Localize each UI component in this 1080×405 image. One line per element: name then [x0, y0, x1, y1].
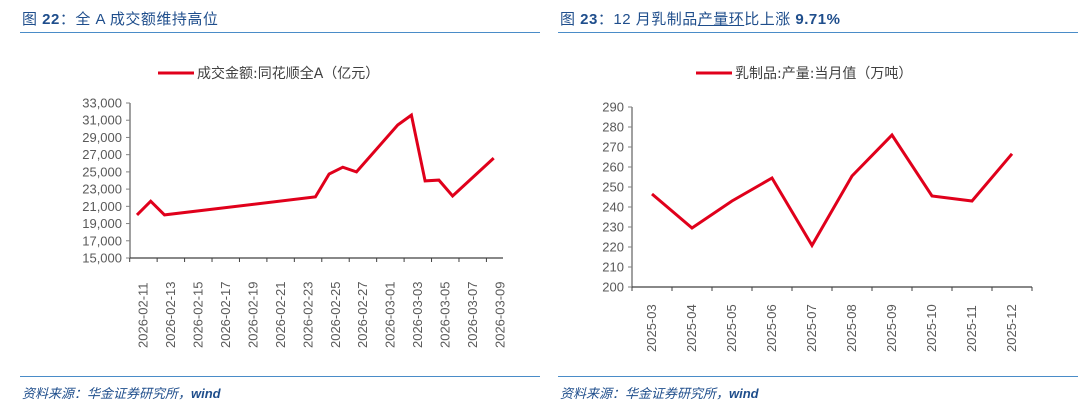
figure-23-source: 资料来源：华金证券研究所，wind	[560, 383, 759, 402]
chart-22-trading-volume: 成交金额:同花顺全A（亿元） 15,000 17,000 19,000 21,000 23…	[82, 65, 507, 349]
title-text-a: 12 月乳制品	[613, 11, 698, 28]
x-tick-label: 2025-08	[844, 304, 859, 352]
title-text: 全 A 成交额维持高位	[75, 11, 219, 28]
y-tick-label: 21,000	[82, 199, 122, 214]
y-tick-label: 280	[602, 120, 624, 135]
y-tick-label: 25,000	[82, 164, 122, 179]
title-text-underlined: 产量环	[697, 11, 745, 28]
source-text: 资料来源：华金证券研究所，	[560, 386, 730, 401]
x-tick-label: 2026-02-15	[191, 282, 206, 349]
x-tick-label: 2025-07	[804, 304, 819, 352]
x-tick-label: 2025-10	[924, 304, 939, 352]
title-prefix: 图	[560, 11, 581, 28]
x-tick-label: 2025-06	[764, 304, 779, 352]
x-tick-label: 2025-11	[964, 305, 979, 352]
figure-22-panel: 图 22：全 A 成交额维持高位 成交金额:同花顺全A（亿元） 15,000 17,…	[20, 0, 540, 405]
x-tick-label: 2025-05	[724, 304, 739, 352]
figure-23-panel: 图 23：12 月乳制品产量环比上涨 9.71% 乳制品:产量:当月值（万吨） 2…	[558, 0, 1078, 405]
title-divider	[20, 32, 540, 33]
x-tick-label: 2026-02-13	[163, 282, 178, 349]
title-separator: ：	[597, 11, 614, 28]
source-divider	[558, 376, 1078, 377]
y-tick-label: 17,000	[82, 233, 122, 248]
x-tick-label: 2026-03-07	[465, 282, 480, 349]
x-tick-label: 2026-02-21	[273, 282, 288, 349]
x-tick-label: 2025-03	[644, 304, 659, 352]
y-tick-label: 200	[602, 280, 624, 295]
x-tick-label: 2026-03-01	[383, 282, 398, 349]
x-tick-label: 2026-03-09	[492, 282, 507, 349]
source-divider	[20, 376, 540, 377]
source-wind: wind	[729, 386, 759, 401]
y-tick-label: 260	[602, 160, 624, 175]
y-tick-label: 33,000	[82, 96, 122, 111]
y-tick-label: 290	[602, 100, 624, 115]
x-tick-label: 2026-03-03	[410, 282, 425, 349]
figure-22-source: 资料来源：华金证券研究所，wind	[22, 383, 221, 402]
source-wind: wind	[191, 386, 221, 401]
x-tick-label: 2026-02-23	[300, 282, 315, 349]
figure-23-title: 图 23：12 月乳制品产量环比上涨 9.71%	[560, 8, 840, 29]
y-tick-label: 19,000	[82, 216, 122, 231]
x-tick-label: 2026-03-05	[438, 282, 453, 349]
title-prefix: 图	[22, 11, 43, 28]
y-tick-label: 240	[602, 200, 624, 215]
figure-22-title: 图 22：全 A 成交额维持高位	[22, 8, 218, 29]
title-number: 23	[580, 11, 598, 28]
y-tick-label: 220	[602, 240, 624, 255]
y-tick-label: 250	[602, 180, 624, 195]
title-separator: ：	[59, 11, 76, 28]
y-tick-label: 23,000	[82, 182, 122, 197]
title-percent: 9.71%	[795, 11, 841, 28]
series-line-dairy-production	[651, 132, 1014, 249]
y-tick-label: 230	[602, 220, 624, 235]
y-tick-label: 27,000	[82, 147, 122, 162]
x-tick-label: 2026-02-11	[136, 282, 151, 348]
x-tick-label: 2025-09	[884, 304, 899, 352]
x-tick-label: 2025-04	[684, 304, 699, 352]
x-tick-label: 2026-02-27	[355, 282, 370, 349]
source-text: 资料来源：华金证券研究所，	[22, 386, 192, 401]
legend-label: 成交金额:同花顺全A（亿元）	[197, 65, 379, 82]
chart-legend: 乳制品:产量:当月值（万吨）	[696, 66, 912, 82]
y-tick-label: 31,000	[82, 113, 122, 128]
series-line-trading-volume	[135, 112, 495, 217]
chart-legend: 成交金额:同花顺全A（亿元）	[158, 65, 379, 82]
x-tick-label: 2026-02-19	[245, 282, 260, 349]
y-tick-label: 29,000	[82, 130, 122, 145]
title-divider	[558, 32, 1078, 33]
y-tick-label: 270	[602, 140, 624, 155]
legend-label: 乳制品:产量:当月值（万吨）	[735, 66, 912, 82]
title-text-b: 比上涨	[744, 11, 796, 28]
chart-23-dairy-production: 乳制品:产量:当月值（万吨） 200 210 220 230 240 250 260 270 28…	[602, 66, 1033, 352]
x-tick-label: 2026-02-17	[218, 282, 233, 349]
x-tick-label: 2025-12	[1004, 304, 1019, 352]
y-tick-label: 15,000	[82, 251, 122, 266]
title-number: 22	[42, 11, 60, 28]
x-tick-label: 2026-02-25	[328, 282, 343, 349]
y-tick-label: 210	[602, 260, 624, 275]
